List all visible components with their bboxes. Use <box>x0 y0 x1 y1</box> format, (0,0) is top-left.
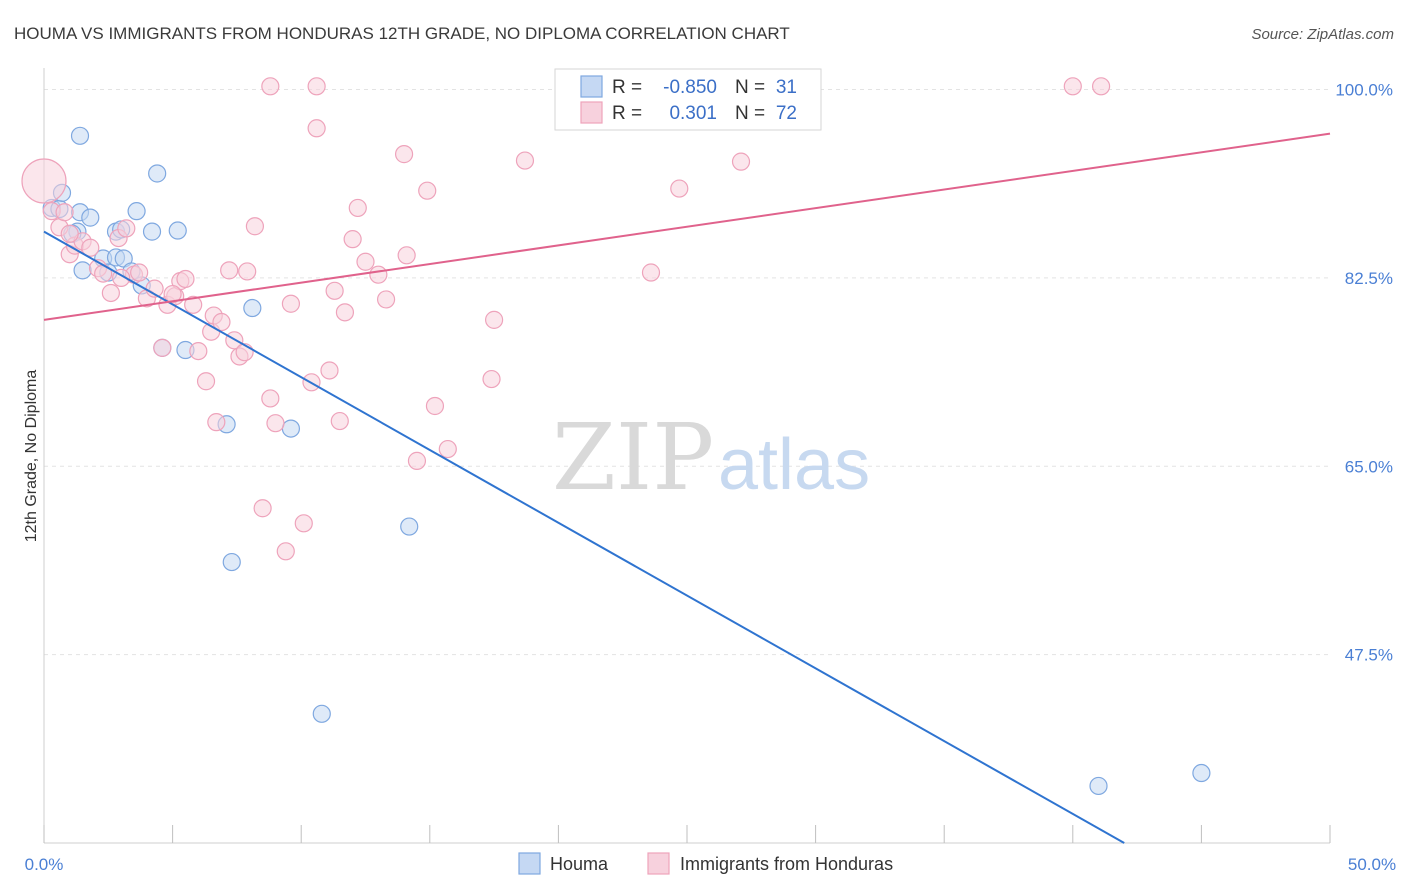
honduras-point-61 <box>731 152 751 171</box>
honduras-point-51 <box>397 246 416 265</box>
honduras-point-44 <box>325 281 344 300</box>
y-tick-label-3: 47.5% <box>1345 646 1393 665</box>
honduras-point-35 <box>253 499 272 518</box>
honduras-point-54 <box>425 396 445 416</box>
honduras-point-48 <box>348 198 367 218</box>
legend-r-value-houma: -0.850 <box>663 77 717 98</box>
honduras-point-22 <box>184 295 203 314</box>
honduras-point-42 <box>307 119 326 138</box>
honduras-point-45 <box>330 411 349 431</box>
trend-line-houma <box>43 230 1125 844</box>
trend-line-honduras <box>43 132 1331 321</box>
houma-point-27 <box>222 552 241 572</box>
y-tick-label-0: 100.0% <box>1335 81 1393 100</box>
honduras-point-50 <box>376 290 396 309</box>
chart-title: HOUMA VS IMMIGRANTS FROM HONDURAS 12TH G… <box>14 24 790 43</box>
series-legend: Houma Immigrants from Honduras <box>518 852 893 875</box>
legend-n-label-houma: N = <box>735 77 765 98</box>
honduras-point-71 <box>356 252 375 271</box>
x-axis-ticks <box>43 825 1331 843</box>
houma-point-25 <box>281 419 301 438</box>
honduras-point-33 <box>238 262 257 281</box>
honduras-point-21 <box>176 269 195 289</box>
honduras-point-17 <box>153 338 172 357</box>
x-tick-label-max: 50.0% <box>1348 855 1396 874</box>
honduras-point-29 <box>220 261 239 280</box>
honduras-point-34 <box>245 217 265 236</box>
series-legend-label-honduras: Immigrants from Honduras <box>680 854 893 874</box>
honduras-point-7 <box>81 238 100 257</box>
honduras-point-10 <box>101 283 120 303</box>
y-axis-label: 12th Grade, No Diploma <box>23 370 40 543</box>
chart-source: Source: ZipAtlas.com <box>1251 26 1394 43</box>
houma-point-18 <box>148 164 167 183</box>
houma-point-30 <box>1192 763 1211 783</box>
honduras-point-64 <box>307 77 326 96</box>
honduras-point-63 <box>261 77 280 96</box>
series-legend-swatch-honduras <box>647 852 670 875</box>
honduras-point-52 <box>407 451 427 470</box>
honduras-point-69 <box>60 224 79 243</box>
honduras-point-60 <box>670 179 689 198</box>
legend-r-value-honduras: 0.301 <box>669 103 717 124</box>
honduras-point-40 <box>294 514 313 533</box>
legend-swatch-houma <box>580 75 603 98</box>
legend-n-value-honduras: 72 <box>776 103 797 124</box>
y-tick-label-2: 65.0% <box>1345 457 1393 476</box>
houma-point-19 <box>168 221 187 240</box>
watermark-zip: ZIP <box>552 404 714 511</box>
legend-swatch-honduras <box>580 101 603 124</box>
houma-point-23 <box>243 298 262 318</box>
y-axis-tick-labels: 100.0% 82.5% 65.0% 47.5% <box>1335 81 1393 665</box>
honduras-point-67 <box>394 145 414 164</box>
honduras-point-24 <box>196 372 216 391</box>
series-legend-swatch-houma <box>518 852 541 875</box>
honduras-point-49 <box>369 265 388 284</box>
honduras-point-57 <box>485 310 504 329</box>
honduras-point-37 <box>266 414 285 433</box>
x-tick-label-min: 0.0% <box>25 855 64 874</box>
honduras-point-58 <box>515 151 535 170</box>
honduras-point-59 <box>641 263 661 282</box>
honduras-point-27 <box>207 413 226 432</box>
stats-legend: R = -0.850 N = 31 R = 0.301 N = 72 <box>554 68 822 131</box>
honduras-point-47 <box>343 230 362 249</box>
honduras-point-3 <box>55 203 74 222</box>
series-legend-label-houma: Houma <box>550 854 609 874</box>
honduras-point-70 <box>163 284 182 304</box>
legend-n-label-honduras: N = <box>735 103 765 124</box>
houma-point-7 <box>81 208 100 227</box>
watermark: ZIP atlas <box>552 404 870 511</box>
honduras-point-28 <box>212 312 231 332</box>
houma-point-17 <box>142 222 162 241</box>
houma-point-6 <box>73 261 92 280</box>
honduras-point-65 <box>1063 77 1082 96</box>
y-tick-label-1: 82.5% <box>1345 269 1393 288</box>
honduras-point-12 <box>117 219 136 238</box>
honduras-point-14 <box>130 263 149 282</box>
legend-r-label-honduras: R = <box>612 103 642 124</box>
honduras-point-39 <box>281 294 301 313</box>
houma-point-20 <box>70 126 90 145</box>
honduras-point-55 <box>438 439 457 459</box>
honduras-point-23 <box>189 341 208 361</box>
houma-point-29 <box>1089 776 1108 796</box>
honduras-point-53 <box>418 181 437 200</box>
houma-point-28 <box>312 704 331 723</box>
honduras-point-56 <box>482 369 501 389</box>
honduras-point-66 <box>1091 77 1111 96</box>
gridlines <box>44 89 1330 656</box>
houma-point-15 <box>127 202 146 221</box>
honduras-point-46 <box>335 303 355 322</box>
watermark-atlas: atlas <box>718 425 870 505</box>
trend-lines <box>43 132 1331 844</box>
honduras-point-38 <box>276 542 295 561</box>
legend-n-value-houma: 31 <box>776 77 797 98</box>
legend-r-label-houma: R = <box>612 77 642 98</box>
honduras-point-36 <box>261 389 280 408</box>
honduras-point-0 <box>21 158 67 204</box>
honduras-point-43 <box>320 361 339 380</box>
houma-point-26 <box>400 517 419 536</box>
